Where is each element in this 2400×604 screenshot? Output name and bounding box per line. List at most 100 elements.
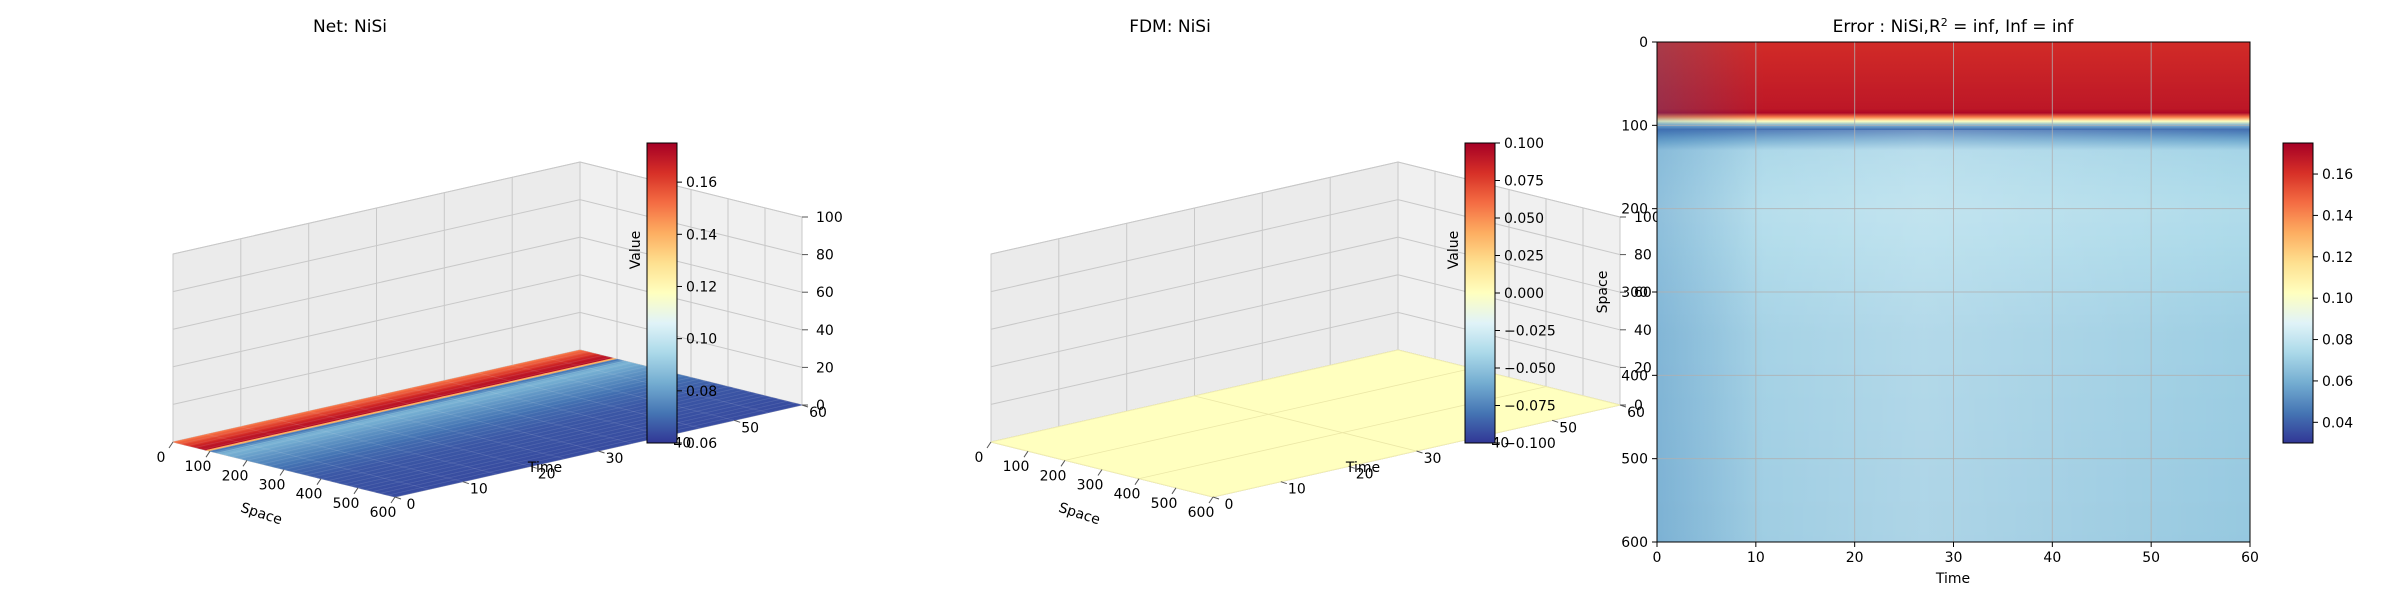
x-tick-mark [986,441,992,449]
error-title-suffix: = inf, Inf = inf [1948,17,2075,37]
grid-z [990,236,1621,330]
mesh-line [306,382,714,476]
error-colorbar: 0.16 0.14 0.12 0.10 0.08 0.06 0.04 [2282,142,2353,444]
x-tick-label: 200 [222,468,249,484]
x-tick-label: 400 [1114,487,1141,503]
mesh-line [224,362,632,456]
heatmap-x-tick-label: 30 [1945,550,1963,566]
t-tick-mark [1212,496,1220,500]
t-tick-label: 10 [470,482,488,498]
colorbar-tick-label: 0.16 [2322,167,2353,183]
net-xlabel: Space [238,500,284,528]
mesh-line [195,355,603,448]
mesh-line [239,366,647,459]
colorbar-tick-label: 0.06 [2322,374,2353,390]
t-tick-mark [1416,450,1423,454]
colorbar-tick-label: 0.100 [1504,136,1544,152]
mesh-line [274,418,497,475]
error-panel-title: Error : NiSi,R2 = inf, Inf = inf [1833,16,2075,38]
mesh-line [444,380,667,437]
mesh-line [269,373,677,467]
x-tick-mark [1171,487,1177,495]
colorbar-tick-label: 0.16 [686,175,717,191]
z-tick-label: 40 [816,323,834,339]
error-title-prefix: Error : NiSi, [1833,17,1929,37]
colorbar-tick-label: 0.10 [2322,291,2353,307]
mesh-line [291,378,699,472]
t-tick-label: 0 [407,497,416,513]
x-tick-mark [1208,496,1214,504]
mesh-line [387,402,795,496]
x-tick-mark [168,441,174,449]
z-tick-label: 60 [1634,285,1652,301]
heatmap-y-tick-label: 400 [1621,368,1648,384]
z-tick-label: 80 [1634,248,1652,264]
z-tick-label: 20 [1634,360,1652,376]
mesh-line [357,395,766,489]
t-tick-label: 30 [1424,451,1442,467]
fdm-panel-title: FDM: NiSi [1129,17,1211,37]
mesh-line [202,356,610,450]
mesh-line [261,371,669,465]
mesh-line [180,351,588,445]
x-tick-label: 100 [185,459,212,475]
t-tick-mark [598,450,605,454]
mesh-line [283,377,692,470]
fdm-zlabel: Value [1446,231,1462,269]
t-tick-label: 0 [1225,497,1234,513]
t-tick-mark [394,496,402,500]
grid-z [172,274,803,368]
heatmap-y-tick-label: 500 [1621,452,1648,468]
x-tick-label: 500 [333,496,360,512]
mesh-line [376,395,599,452]
mesh-line [343,391,751,485]
error-title-r: R [1929,17,1941,37]
x-tick-label: 600 [1188,505,1215,521]
t-tick-mark [530,465,537,469]
t-tick-mark [1280,481,1287,485]
z-tick-label: 80 [816,248,834,264]
mesh-line [254,369,662,463]
fdm-colorbar: 0.100 0.075 0.050 0.025 0.000 −0.025 −0.050 −0.… [1464,136,1556,452]
heatmap-y-tick-label: 300 [1621,285,1648,301]
colorbar-tick-label: 0.12 [686,279,717,295]
t-tick-label: 60 [1627,405,1645,421]
t-tick-label: 30 [606,451,624,467]
heatmap-x-tick-label: 20 [1846,550,1864,566]
heatmap-y-tick-label: 200 [1621,202,1648,218]
t-tick-label: 40 [1491,436,1509,452]
z-tick-label: 0 [816,398,825,414]
error-xlabel: Time [1935,571,1970,587]
mesh-line [512,364,735,421]
colorbar-tick-label: 0.025 [1504,249,1544,265]
z-tick-label: 100 [816,210,843,226]
t-tick-label: 50 [1559,420,1577,436]
mesh-line [579,349,803,406]
mesh-line [232,364,640,458]
x-tick-mark [1097,469,1103,476]
x-tick-label: 400 [296,487,323,503]
x-tick-mark [242,460,248,467]
x-tick-mark [1060,460,1066,467]
colorbar-tick-label: −0.025 [1504,324,1556,340]
mesh-line [298,380,706,474]
colorbar-tick-label: 0.12 [2322,250,2353,266]
t-tick-label: 20 [538,466,556,482]
t-tick-mark [1348,465,1355,469]
heatmap-x-tick-label: 50 [2142,550,2160,566]
grid-z [990,199,1621,293]
mesh-line [410,387,633,444]
colorbar-tick-label: 0.000 [1504,286,1544,302]
x-tick-label: 0 [157,450,166,466]
grid-z [172,311,803,405]
mesh-line [206,433,430,490]
x-tick-mark [390,496,396,504]
colorbar-tick-label: −0.100 [1504,436,1556,452]
x-tick-mark [316,478,322,485]
net-panel-title: Net: NiSi [313,17,387,37]
x-tick-mark [1134,478,1140,485]
mesh-line [172,349,581,443]
mesh-line [217,360,625,454]
